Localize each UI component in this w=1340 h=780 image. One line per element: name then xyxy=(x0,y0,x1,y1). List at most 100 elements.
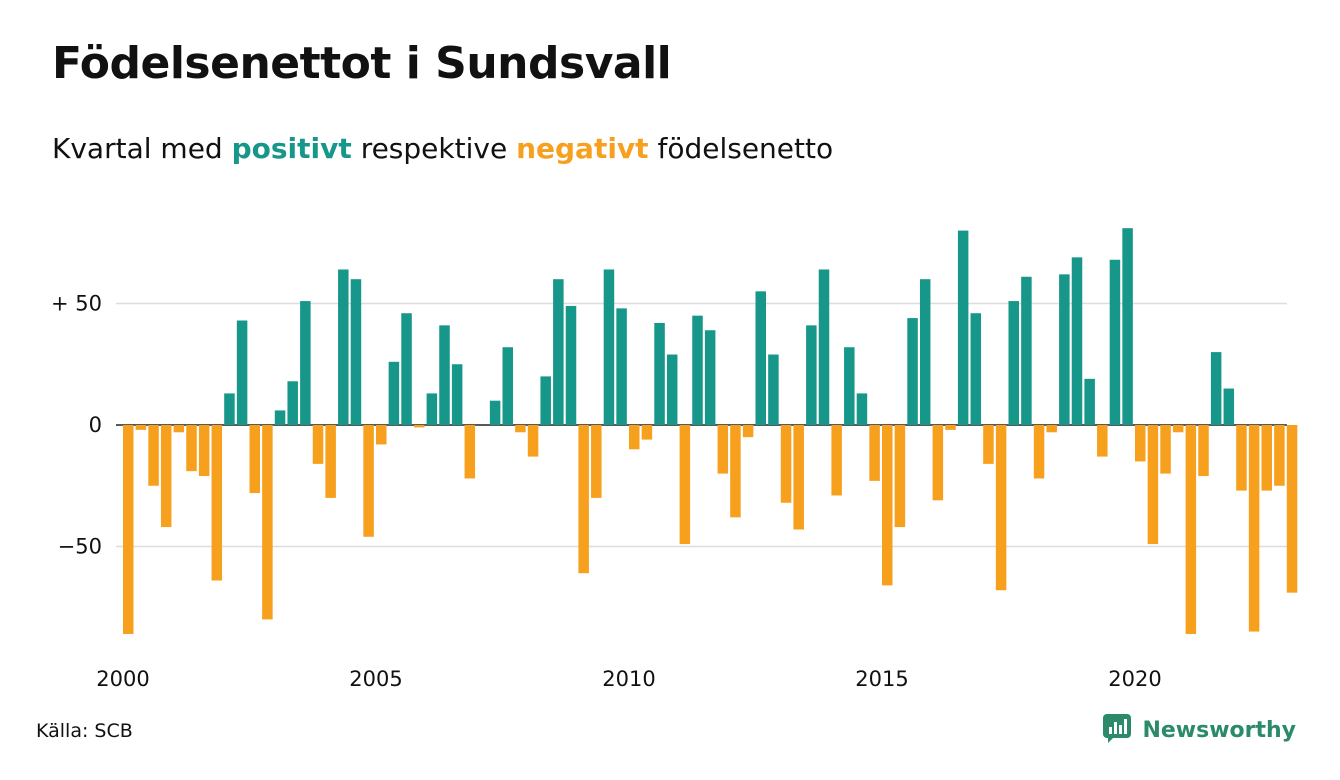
bar xyxy=(1261,425,1272,491)
bar xyxy=(780,425,792,503)
bar xyxy=(957,230,969,425)
subtitle-negative-word: negativt xyxy=(516,132,649,165)
bar xyxy=(1236,425,1247,491)
bar xyxy=(439,325,450,425)
bar xyxy=(603,269,615,425)
bar xyxy=(274,410,286,425)
bar xyxy=(1084,378,1095,425)
brand[interactable]: Newsworthy xyxy=(1102,713,1296,747)
subtitle-positive-word: positivt xyxy=(231,132,352,165)
bar xyxy=(376,425,387,445)
bar xyxy=(730,425,741,518)
subtitle-middle: respektive xyxy=(360,132,508,165)
chart-subtitle: Kvartal med positivt respektive negativt… xyxy=(52,132,833,165)
bar xyxy=(388,361,400,425)
bar xyxy=(363,425,374,537)
bar xyxy=(806,325,817,425)
bar xyxy=(1210,352,1222,425)
bar xyxy=(1135,425,1146,462)
bar xyxy=(527,425,539,457)
bar xyxy=(742,425,754,438)
bar xyxy=(249,425,260,494)
bar xyxy=(1274,425,1285,486)
bar xyxy=(1286,425,1298,593)
x-tick-label: 2020 xyxy=(1108,667,1161,691)
y-tick-label: 0 xyxy=(89,413,102,437)
bar xyxy=(1248,425,1260,632)
bar xyxy=(211,425,223,581)
bar xyxy=(451,364,463,425)
bar xyxy=(882,425,893,586)
bar xyxy=(198,425,210,477)
bar xyxy=(325,425,336,498)
bar xyxy=(413,425,425,428)
subtitle-suffix: födelsenetto xyxy=(657,132,834,165)
bar xyxy=(236,320,248,425)
bar xyxy=(287,381,298,425)
bar xyxy=(1122,228,1133,425)
bar xyxy=(300,301,311,425)
bar xyxy=(692,315,703,425)
bar xyxy=(515,425,526,433)
bar xyxy=(768,354,779,425)
bar xyxy=(312,425,324,464)
y-tick-label: −50 xyxy=(58,535,102,559)
bar xyxy=(844,347,855,425)
bar xyxy=(338,269,349,425)
bar xyxy=(1172,425,1184,433)
x-tick-label: 2005 xyxy=(349,667,402,691)
bar xyxy=(654,322,665,425)
bar xyxy=(1198,425,1209,477)
bar xyxy=(350,279,362,425)
bar xyxy=(262,425,273,620)
bar xyxy=(818,269,830,425)
y-tick-label: + 50 xyxy=(51,292,102,316)
bar xyxy=(1223,388,1235,425)
bar xyxy=(831,425,842,496)
bar xyxy=(995,425,1007,591)
bar xyxy=(616,308,627,425)
bar xyxy=(186,425,197,472)
bar xyxy=(489,400,501,425)
bar xyxy=(704,330,716,425)
bar xyxy=(565,305,577,425)
y-axis-ticks: + 50 0 −50 xyxy=(51,292,102,559)
bar xyxy=(983,425,994,464)
chart-title: Födelsenettot i Sundsvall xyxy=(52,38,672,89)
bar xyxy=(919,279,931,425)
bar xyxy=(148,425,159,486)
x-tick-label: 2000 xyxy=(96,667,149,691)
bar xyxy=(679,425,691,545)
bar xyxy=(1046,425,1057,433)
bar xyxy=(894,425,906,528)
bar xyxy=(1160,425,1171,474)
bar xyxy=(1033,425,1045,479)
bar xyxy=(135,425,147,430)
bar xyxy=(1097,425,1108,457)
bar xyxy=(717,425,729,474)
x-tick-label: 2015 xyxy=(855,667,908,691)
bar xyxy=(932,425,944,501)
bar xyxy=(945,425,956,430)
bar xyxy=(173,425,185,433)
bar xyxy=(755,291,766,425)
bar xyxy=(160,425,172,528)
bar xyxy=(1147,425,1159,545)
bar xyxy=(629,425,640,450)
bar xyxy=(464,425,476,479)
newsworthy-logo-icon xyxy=(1102,713,1132,747)
bar xyxy=(591,425,602,498)
bar-chart: + 50 0 −50 2000 2005 2010 2015 2020 xyxy=(51,228,1298,691)
bar xyxy=(1109,259,1121,425)
x-axis-ticks: 2000 2005 2010 2015 2020 xyxy=(96,667,1161,691)
bar xyxy=(540,376,551,425)
bar xyxy=(123,425,134,634)
bar xyxy=(856,393,868,425)
brand-name: Newsworthy xyxy=(1142,717,1296,743)
bar xyxy=(578,425,589,574)
bar xyxy=(666,354,678,425)
bars xyxy=(123,228,1298,634)
source-note: Källa: SCB xyxy=(36,720,133,742)
x-tick-label: 2010 xyxy=(602,667,655,691)
bar xyxy=(553,279,564,425)
